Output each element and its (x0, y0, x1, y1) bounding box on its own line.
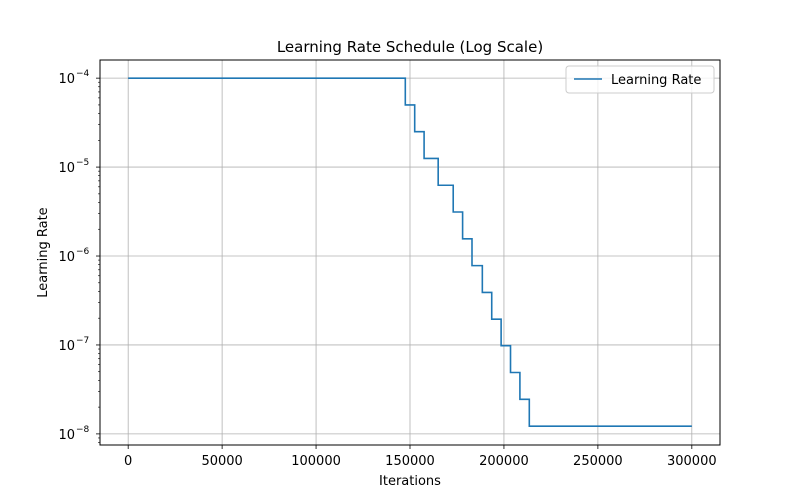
x-axis-label: Iterations (379, 474, 441, 489)
x-tick-label: 300000 (667, 454, 717, 469)
series-layer (128, 77, 692, 428)
y-tick-label-exponent: −8 (76, 425, 90, 435)
y-tick-label-base: 10 (58, 250, 75, 265)
y-axis: 10−410−510−610−710−8 (58, 69, 100, 443)
x-tick-label: 150000 (385, 454, 435, 469)
x-tick-label: 200000 (479, 454, 529, 469)
series-line-learning-rate (128, 77, 692, 428)
legend-label-learning-rate: Learning Rate (611, 73, 701, 88)
y-tick-label: 10 −6 (58, 247, 89, 265)
chart-title: Learning Rate Schedule (Log Scale) (277, 38, 543, 56)
y-tick-label-base: 10 (58, 161, 75, 176)
y-tick-label-exponent: −6 (76, 247, 90, 257)
y-tick-label-exponent: −7 (76, 336, 89, 346)
y-tick-label-base: 10 (58, 72, 75, 87)
x-tick-label: 50000 (201, 454, 242, 469)
x-tick-label: 250000 (573, 454, 623, 469)
legend-box (565, 65, 715, 94)
legend: Learning Rate (565, 65, 715, 94)
x-axis: 0 50000 100000 150000 200000 250000 300000 (124, 445, 717, 469)
y-tick-label: 10 −7 (58, 336, 89, 354)
y-tick-label-exponent: −4 (76, 69, 90, 79)
y-tick-label-base: 10 (58, 339, 75, 354)
y-tick-label-exponent: −5 (76, 158, 89, 168)
x-tick-label: 0 (124, 454, 132, 469)
y-tick-label-base: 10 (58, 428, 75, 443)
y-tick-label: 10 −5 (58, 158, 89, 176)
y-tick-label: 10 −8 (58, 425, 89, 443)
x-tick-label: 100000 (291, 454, 341, 469)
y-tick-label: 10 −4 (58, 69, 89, 87)
y-axis-label: Learning Rate (36, 207, 51, 297)
